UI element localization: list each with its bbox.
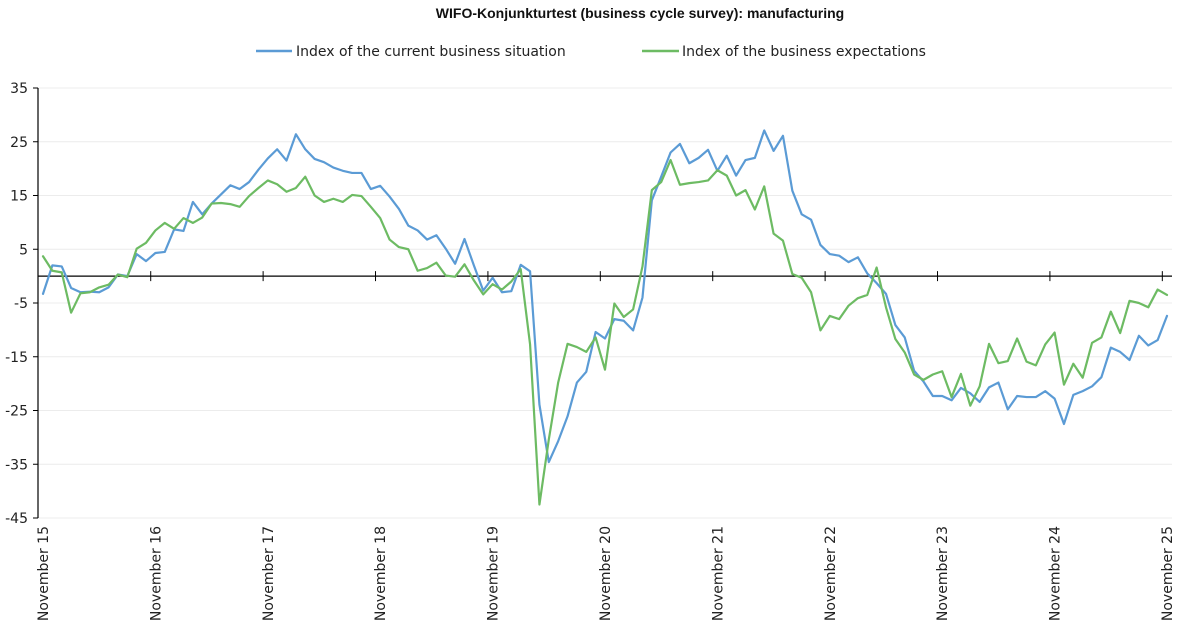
gridlines: [38, 87, 1172, 519]
y-tick-label: 25: [10, 135, 28, 151]
legend: Index of the current business situation …: [256, 44, 926, 60]
y-tick-label: -5: [14, 296, 28, 312]
x-tick-label: November 23: [935, 526, 951, 621]
x-tick-label: November 22: [823, 526, 839, 621]
x-tick-label: November 24: [1048, 526, 1064, 621]
y-tick-label: -15: [5, 350, 28, 366]
y-tick-label: 5: [19, 242, 28, 258]
y-tick-label: 35: [10, 81, 28, 97]
x-tick-label: November 16: [148, 526, 164, 621]
series-line-expectations: [41, 158, 1169, 506]
y-tick-label: -45: [5, 511, 28, 527]
y-tick-label: 15: [10, 189, 28, 205]
x-tick-label: November 17: [261, 526, 277, 621]
y-tick-label: -25: [5, 404, 28, 420]
series: [41, 129, 1169, 506]
x-axis-ticks: November 15 November 16 November 17 Novembe…: [36, 271, 1176, 621]
x-tick-label: November 20: [598, 526, 614, 621]
x-tick-label: November 25: [1160, 526, 1176, 621]
y-axis-ticks: 35 25 15 5 -5 -15 -25 -35 -45: [5, 81, 38, 527]
x-tick-label: November 19: [486, 526, 502, 621]
y-tick-label: -35: [5, 457, 28, 473]
legend-item-current-situation: Index of the current business situation: [256, 44, 566, 60]
x-tick-label: November 15: [36, 526, 52, 621]
x-tick-label: November 18: [373, 526, 389, 621]
axes: [37, 88, 1172, 518]
legend-label-current-situation: Index of the current business situation: [296, 44, 566, 60]
legend-label-expectations: Index of the business expectations: [682, 44, 926, 60]
legend-item-expectations: Index of the business expectations: [642, 44, 926, 60]
chart-title: WIFO-Konjunkturtest (business cycle surv…: [436, 5, 844, 21]
x-tick-label: November 21: [710, 526, 726, 621]
series-line-current-situation: [41, 129, 1169, 464]
